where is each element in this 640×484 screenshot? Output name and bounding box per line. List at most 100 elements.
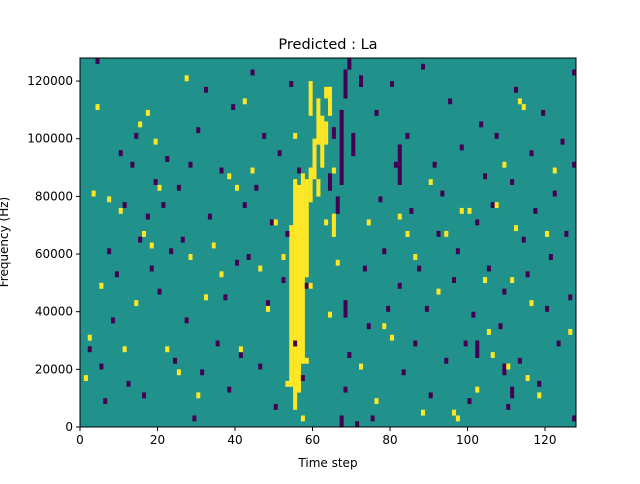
heatmap-cell-high <box>359 363 364 370</box>
heatmap-cell-low <box>397 282 402 289</box>
heatmap-cell-high <box>145 109 150 116</box>
heatmap-cell-low <box>238 352 243 358</box>
heatmap-cell-low <box>95 58 100 64</box>
heatmap-cell-high <box>483 277 488 284</box>
heatmap-cell-high <box>87 334 92 341</box>
heatmap-cell-high <box>382 323 387 330</box>
heatmap-cell-low <box>339 415 344 428</box>
heatmap-cell-low <box>138 236 143 243</box>
heatmap-cell-low <box>176 184 181 191</box>
heatmap-cell-high <box>293 179 298 410</box>
heatmap-cell-low <box>374 109 379 116</box>
heatmap-cell-high <box>397 213 402 220</box>
heatmap-cell-low <box>242 202 247 209</box>
heatmap-cell-high <box>176 369 181 376</box>
heatmap-cell-low <box>184 317 189 324</box>
heatmap-cell-low <box>393 161 398 168</box>
heatmap-cell-low <box>254 184 259 191</box>
heatmap-cell-low <box>405 132 410 139</box>
heatmap-cell-low <box>467 398 472 405</box>
heatmap-cell-high <box>328 86 333 116</box>
heatmap-cell-low <box>145 213 150 220</box>
heatmap-cell-low <box>196 127 201 134</box>
heatmap-cell-low <box>277 150 282 157</box>
heatmap-cell-high <box>118 207 123 214</box>
heatmap-cell-high <box>188 254 193 260</box>
heatmap-cell-low <box>444 357 449 364</box>
heatmap-cell-low <box>548 254 553 260</box>
heatmap-cell-high <box>475 386 480 393</box>
heatmap-cell-low <box>335 196 340 214</box>
heatmap-cell-low <box>103 398 108 405</box>
y-tick-label: 60000 <box>35 247 73 261</box>
heatmap-cell-high <box>331 213 336 237</box>
heatmap-cell-high <box>297 184 302 393</box>
heatmap-cell-high <box>514 225 519 232</box>
heatmap-cell-high <box>510 277 515 284</box>
heatmap-cell-high <box>324 86 329 99</box>
heatmap-cell-low <box>328 173 333 191</box>
heatmap-cell-high <box>428 179 433 185</box>
heatmap-cell-low <box>529 150 534 157</box>
heatmap-cell-high <box>324 219 329 226</box>
heatmap-cell-low <box>266 300 271 307</box>
heatmap-cell-low <box>219 167 224 174</box>
y-tick-label: 80000 <box>35 189 73 203</box>
heatmap-cell-low <box>215 340 220 347</box>
heatmap-cell-low <box>180 236 185 243</box>
heatmap-cell-high <box>91 190 96 197</box>
heatmap-cell-low <box>204 86 209 93</box>
heatmap-cell-low <box>521 236 526 243</box>
x-tick-label: 80 <box>382 433 397 447</box>
heatmap-cell-high <box>227 173 232 180</box>
heatmap-cell-low <box>153 179 158 185</box>
heatmap-cell-low <box>343 386 348 393</box>
heatmap-cell-low <box>130 161 135 168</box>
heatmap-cell-high <box>490 352 495 358</box>
heatmap-cell-high <box>308 81 313 116</box>
heatmap-cell-high <box>142 230 147 237</box>
heatmap-cell-low <box>556 340 561 347</box>
heatmap-cell-low <box>289 81 294 87</box>
heatmap-cell-low <box>297 167 302 174</box>
heatmap-cell-low <box>343 69 348 99</box>
heatmap-cell-low <box>502 363 507 376</box>
y-tick-label: 0 <box>65 420 73 434</box>
heatmap-cell-high <box>300 415 305 422</box>
heatmap-cell-high <box>374 398 379 405</box>
heatmap-cell-low <box>572 415 577 422</box>
heatmap-cell-high <box>308 282 313 289</box>
heatmap-cell-high <box>235 184 240 191</box>
heatmap-cell-low <box>99 363 104 370</box>
heatmap-cell-high <box>297 202 302 209</box>
heatmap-cell-low <box>281 277 286 284</box>
heatmap-cell-low <box>541 109 546 116</box>
plot-area <box>80 58 577 428</box>
heatmap-cell-high <box>122 346 127 353</box>
heatmap-cell-high <box>413 254 418 260</box>
heatmap-cell-high <box>421 409 426 416</box>
heatmap-cell-high <box>219 271 224 278</box>
heatmap-cell-high <box>405 230 410 237</box>
y-tick-label: 20000 <box>35 362 73 376</box>
heatmap-cell-low <box>122 202 127 209</box>
heatmap-cell-low <box>362 265 367 272</box>
heatmap-cell-high <box>316 190 321 197</box>
heatmap-cell-high <box>138 121 143 128</box>
heatmap-cell-high <box>300 173 305 364</box>
heatmap-cell-low <box>142 392 147 399</box>
heatmap-cell-low <box>351 132 356 157</box>
heatmap-cell-high <box>293 132 298 139</box>
heatmap-cell-low <box>157 288 162 295</box>
heatmap-cell-low <box>149 265 154 272</box>
heatmap-cell-low <box>560 138 565 145</box>
x-tick-label: 120 <box>534 433 557 447</box>
heatmap-cell-low <box>514 86 519 93</box>
heatmap-cell-high <box>502 161 507 168</box>
x-tick-label: 60 <box>305 433 320 447</box>
heatmap-cell-high <box>545 230 550 237</box>
y-axis-label: Frequency (Hz) <box>0 197 11 288</box>
heatmap-cell-low <box>545 305 550 312</box>
heatmap-cell-high <box>568 328 573 335</box>
